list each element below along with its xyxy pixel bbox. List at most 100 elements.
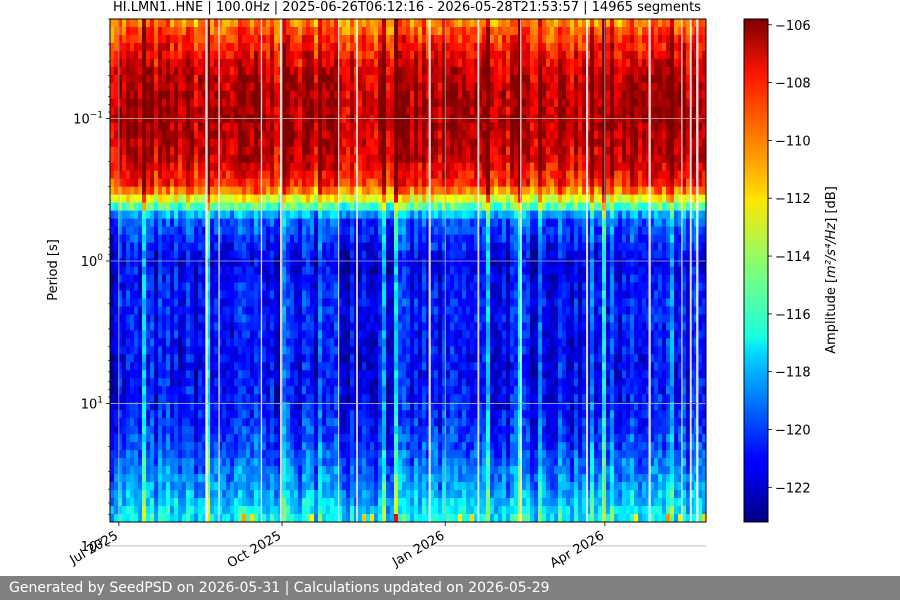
heatmap-cell [570, 274, 575, 284]
heatmap-cell [646, 226, 651, 236]
heatmap-cell [194, 66, 199, 76]
heatmap-cell [386, 178, 391, 188]
heatmap-cell [394, 242, 399, 252]
heatmap-cell [186, 50, 191, 60]
heatmap-cell [590, 202, 595, 212]
heatmap-cell [546, 26, 551, 36]
heatmap-cell [370, 210, 375, 220]
heatmap-cell [190, 250, 195, 260]
heatmap-cell [630, 74, 635, 84]
heatmap-cell [422, 146, 427, 156]
heatmap-cell [658, 138, 663, 148]
heatmap-cell [166, 258, 171, 268]
heatmap-cell [246, 130, 251, 140]
heatmap-cell [142, 274, 147, 284]
heatmap-cell [262, 130, 267, 140]
heatmap-cell [258, 218, 263, 228]
heatmap-cell [570, 234, 575, 244]
heatmap-cell [218, 170, 223, 180]
heatmap-cell [546, 42, 551, 52]
heatmap-cell [390, 242, 395, 252]
heatmap-cell [654, 162, 659, 172]
heatmap-cell [190, 90, 195, 100]
heatmap-cell [246, 258, 251, 268]
heatmap-cell [398, 26, 403, 36]
heatmap-cell [386, 90, 391, 100]
heatmap-cell [422, 106, 427, 116]
heatmap-cell [138, 58, 143, 68]
heatmap-cell [190, 154, 195, 164]
heatmap-cell [618, 178, 623, 188]
heatmap-cell [550, 138, 555, 148]
heatmap-cell [378, 130, 383, 140]
heatmap-cell [674, 138, 679, 148]
heatmap-cell [606, 58, 611, 68]
heatmap-cell [238, 242, 243, 252]
heatmap-cell [650, 162, 655, 172]
heatmap-cell [502, 186, 507, 196]
heatmap-cell [466, 170, 471, 180]
heatmap-cell [666, 210, 671, 220]
heatmap-cell [654, 266, 659, 276]
heatmap-cell [674, 90, 679, 100]
heatmap-cell [314, 226, 319, 236]
heatmap-cell [602, 178, 607, 188]
heatmap-cell [330, 66, 335, 76]
heatmap-cell [446, 74, 451, 84]
heatmap-cell [454, 122, 459, 132]
heatmap-cell [190, 282, 195, 292]
heatmap-cell [294, 226, 299, 236]
heatmap-cell [626, 26, 631, 36]
heatmap-cell [322, 186, 327, 196]
heatmap-cell [390, 114, 395, 124]
heatmap-cell [254, 130, 259, 140]
heatmap-cell [478, 226, 483, 236]
heatmap-cell [682, 250, 687, 260]
heatmap-cell [310, 266, 315, 276]
heatmap-cell [470, 19, 475, 28]
heatmap-cell [210, 130, 215, 140]
heatmap-cell [458, 146, 463, 156]
heatmap-cell [138, 82, 143, 92]
heatmap-cell [198, 98, 203, 108]
heatmap-cell [262, 250, 267, 260]
heatmap-cell [370, 90, 375, 100]
heatmap-cell [434, 34, 439, 44]
heatmap-cell [642, 82, 647, 92]
heatmap-cell [214, 74, 219, 84]
heatmap-cell [602, 202, 607, 212]
heatmap-cell [350, 194, 355, 204]
heatmap-cell [138, 50, 143, 60]
heatmap-cell [646, 34, 651, 44]
heatmap-cell [578, 210, 583, 220]
heatmap-cell [222, 202, 227, 212]
heatmap-cell [122, 218, 127, 228]
heatmap-cell [570, 162, 575, 172]
heatmap-cell [386, 74, 391, 84]
heatmap-cell [310, 98, 315, 108]
heatmap-cell [218, 98, 223, 108]
heatmap-cell [470, 130, 475, 140]
heatmap-cell [698, 42, 703, 52]
heatmap-cell [178, 186, 183, 196]
heatmap-cell [274, 138, 279, 148]
heatmap-cell [482, 58, 487, 68]
heatmap-cell [266, 226, 271, 236]
heatmap-cell [614, 42, 619, 52]
heatmap-cell [234, 202, 239, 212]
heatmap-cell [274, 250, 279, 260]
heatmap-cell [282, 19, 287, 28]
heatmap-cell [514, 106, 519, 116]
heatmap-cell [634, 218, 639, 228]
heatmap-cell [558, 154, 563, 164]
heatmap-cell [538, 154, 543, 164]
heatmap-cell [630, 202, 635, 212]
heatmap-cell [622, 242, 627, 252]
heatmap-cell [362, 19, 367, 28]
heatmap-cell [482, 258, 487, 268]
heatmap-cell [590, 226, 595, 236]
heatmap-cell [182, 250, 187, 260]
heatmap-cell [306, 19, 311, 28]
heatmap-cell [262, 258, 267, 268]
heatmap-cell [474, 114, 479, 124]
